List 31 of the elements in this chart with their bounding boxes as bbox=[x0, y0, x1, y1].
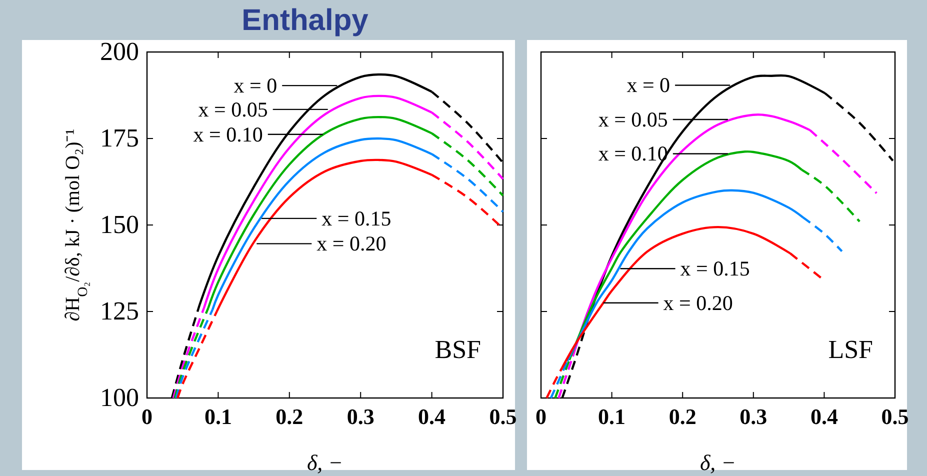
x-tick-label: 0.3 bbox=[740, 404, 768, 429]
x-tick-label: 0.1 bbox=[204, 404, 232, 429]
x-tick-label: 0.5 bbox=[881, 404, 909, 429]
x-tick-label: 0.2 bbox=[668, 404, 696, 429]
annotation: x = 0 bbox=[626, 73, 670, 98]
x-axis-title: δ, − bbox=[306, 450, 344, 475]
annotation: x = 0.15 bbox=[680, 256, 750, 281]
annotation: x = 0.05 bbox=[198, 97, 268, 122]
y-tick-label: 125 bbox=[100, 296, 139, 326]
x-axis-title: δ, − bbox=[700, 450, 736, 475]
chart-title: Enthalpy bbox=[242, 4, 369, 37]
x-tick-label: 0 bbox=[536, 404, 546, 429]
x-tick-label: 0.3 bbox=[346, 404, 374, 429]
x-tick-label: 0.4 bbox=[418, 404, 446, 429]
y-tick-label: 200 bbox=[100, 37, 139, 66]
annotation: x = 0.05 bbox=[598, 107, 668, 132]
x-tick-label: 0 bbox=[142, 404, 152, 429]
annotation: x = 0.15 bbox=[322, 206, 392, 230]
x-tick-label: 0.5 bbox=[489, 404, 517, 429]
annotation: LSF bbox=[828, 335, 873, 364]
annotation: x = 0.20 bbox=[316, 232, 386, 256]
annotation: x = 0 bbox=[234, 74, 278, 98]
x-tick-label: 0.2 bbox=[276, 404, 304, 429]
annotation: BSF bbox=[434, 335, 481, 364]
x-tick-label: 0.1 bbox=[598, 404, 626, 429]
y-tick-label: 100 bbox=[100, 383, 139, 412]
annotation: x = 0.20 bbox=[663, 290, 733, 315]
annotation: x = 0.10 bbox=[193, 122, 263, 146]
x-tick-label: 0.4 bbox=[810, 404, 838, 429]
y-tick-label: 175 bbox=[100, 124, 139, 152]
y-tick-label: 150 bbox=[100, 210, 139, 239]
